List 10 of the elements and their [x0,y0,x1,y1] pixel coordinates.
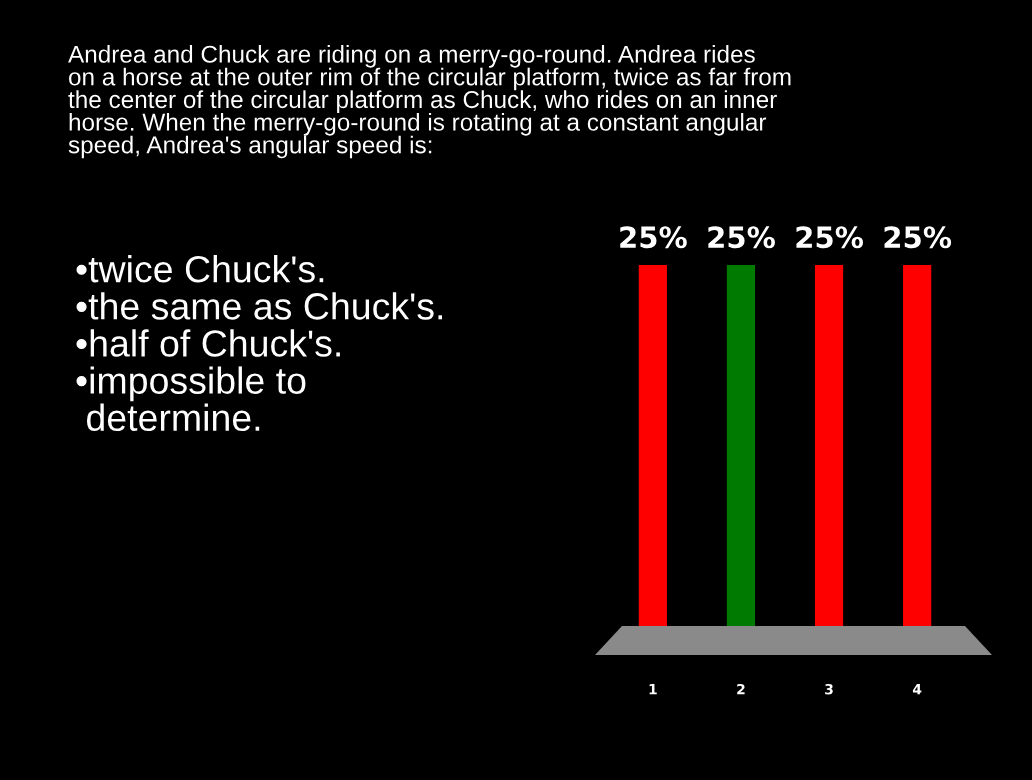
x-tick-label: 4 [912,684,922,695]
x-tick-label: 3 [825,683,833,695]
data-label: 25% [884,226,952,249]
x-tick-label: 1 [649,684,657,695]
data-label: 25% [708,226,775,249]
chart-title: Andrea and Chuck are riding on a merry-go-round. Andrea rides on a horse at the outer rim of the circular platform, twice as far from the center of the circular platform as Chuck, who rides on an inner horse. When the merry-go-round is rotating at a constant angular speed, Andrea's angular speed is: [68,45,791,159]
data-label: 25% [620,226,687,249]
text: •twice Chuck's. •the same as Chuck's. •half of Chuck's. •impossible to determine. [76,255,443,432]
x-tick-label: 2 [737,683,745,695]
data-label: 25% [796,226,864,249]
